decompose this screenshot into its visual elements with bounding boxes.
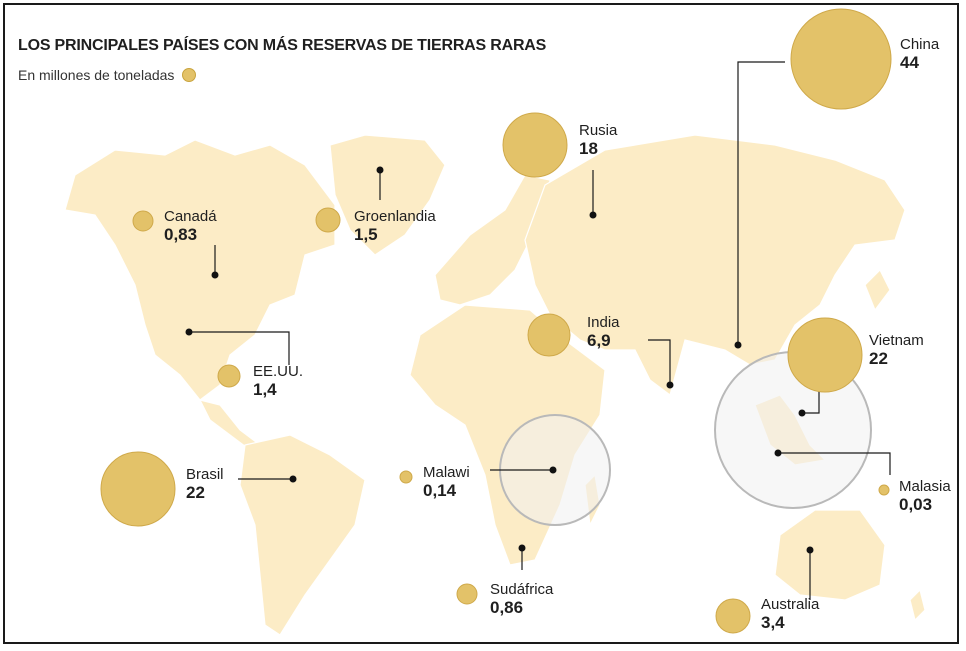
- marker-canada: [211, 271, 219, 279]
- bubble-brasil: [100, 451, 176, 527]
- north-america-landmass: [64, 139, 336, 401]
- label-brasil: Brasil 22: [186, 466, 224, 503]
- label-china: China 44: [900, 36, 939, 73]
- label-groenlandia: Groenlandia 1,5: [354, 208, 436, 245]
- marker-india: [666, 381, 674, 389]
- country-value: 3,4: [761, 613, 785, 633]
- country-value: 0,03: [899, 495, 933, 515]
- country-value: 18: [579, 139, 598, 159]
- marker-china: [734, 341, 742, 349]
- bubble-china: [790, 8, 892, 110]
- marker-rusia: [589, 211, 597, 219]
- marker-vietnam: [798, 409, 806, 417]
- leader-line-malasia: [778, 452, 891, 475]
- country-value: 22: [869, 349, 888, 369]
- marker-brasil: [289, 475, 297, 483]
- label-canada: Canadá 0,83: [164, 208, 217, 245]
- bubble-india: [527, 313, 571, 357]
- bubble-malawi: [399, 470, 413, 484]
- bubble-malasia: [878, 484, 890, 496]
- bubble-rusia: [502, 112, 568, 178]
- country-name: Vietnam: [869, 332, 924, 349]
- marker-malawi: [549, 466, 557, 474]
- bubble-vietnam: [787, 317, 863, 393]
- country-value: 6,9: [587, 331, 611, 351]
- label-eeuu: EE.UU. 1,4: [253, 363, 303, 400]
- south-america-landmass: [239, 434, 366, 636]
- bubble-sudafrica: [456, 583, 478, 605]
- label-malasia: Malasia 0,03: [899, 478, 951, 515]
- leader-lines: [189, 61, 891, 600]
- new-zealand-landmass: [909, 588, 926, 622]
- leader-line-china: [737, 61, 785, 345]
- bubble-groenlandia: [315, 207, 341, 233]
- country-value: 1,4: [253, 380, 277, 400]
- japan-landmass: [864, 268, 891, 312]
- asia-landmass: [524, 134, 906, 397]
- country-name: Australia: [761, 596, 820, 613]
- country-name: Rusia: [579, 122, 618, 139]
- marker-malasia: [774, 449, 782, 457]
- country-name: China: [900, 36, 940, 53]
- bubble-eeuu: [217, 364, 241, 388]
- marker-groenlandia: [376, 166, 384, 174]
- country-value: 0,14: [423, 481, 457, 501]
- country-value: 0,86: [490, 598, 524, 618]
- map-frame: LOS PRINCIPALES PAÍSES CON MÁS RESERVAS …: [3, 3, 959, 644]
- country-name: Malawi: [423, 464, 470, 481]
- bubble-canada: [132, 210, 154, 232]
- label-sudafrica: Sudáfrica 0,86: [490, 581, 553, 618]
- greenland-landmass: [329, 134, 446, 256]
- label-vietnam: Vietnam 22: [869, 332, 924, 369]
- country-name: EE.UU.: [253, 363, 304, 380]
- country-name: Groenlandia: [354, 208, 436, 225]
- map-subtitle: En millones de toneladas: [18, 67, 197, 83]
- label-india: India 6,9: [587, 314, 620, 351]
- marker-australia: [806, 546, 814, 554]
- marker-sudafrica: [518, 544, 526, 552]
- location-markers: [185, 166, 814, 554]
- leader-line-vietnam: [805, 390, 820, 414]
- world-map: [64, 8, 926, 636]
- country-name: India: [587, 314, 620, 331]
- reserve-bubbles: [100, 8, 892, 634]
- map-title: LOS PRINCIPALES PAÍSES CON MÁS RESERVAS …: [18, 37, 547, 54]
- country-value: 22: [186, 483, 205, 503]
- country-name: Canadá: [164, 208, 217, 225]
- subtitle-text: En millones de toneladas: [18, 67, 175, 83]
- leader-line-india: [648, 339, 671, 385]
- country-name: Sudáfrica: [490, 581, 554, 598]
- legend-bubble-icon: [182, 68, 197, 82]
- australia-landmass: [774, 509, 886, 601]
- country-value: 0,83: [164, 225, 198, 245]
- country-name: Malasia: [899, 478, 951, 495]
- label-rusia: Rusia 18: [579, 122, 617, 159]
- country-name: Brasil: [186, 466, 224, 483]
- label-malawi: Malawi 0,14: [423, 464, 470, 501]
- leader-line-eeuu: [189, 331, 290, 365]
- label-australia: Australia 3,4: [761, 596, 819, 633]
- central-america-landmass: [198, 399, 262, 451]
- country-value: 44: [900, 53, 919, 73]
- bubble-australia: [715, 598, 751, 634]
- marker-eeuu: [185, 328, 193, 336]
- country-value: 1,5: [354, 225, 378, 245]
